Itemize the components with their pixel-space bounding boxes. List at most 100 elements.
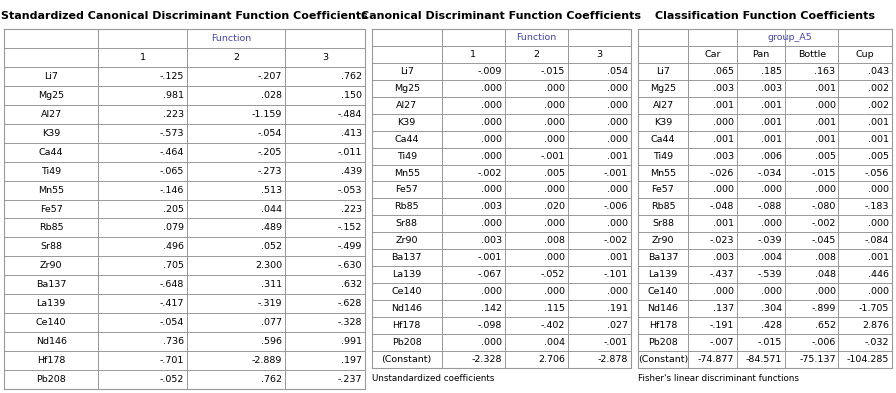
Text: -.630: -.630 (338, 261, 362, 270)
Text: -2.328: -2.328 (471, 355, 502, 364)
Text: Nd146: Nd146 (36, 337, 66, 346)
Text: -104.285: -104.285 (847, 355, 889, 364)
Text: .008: .008 (814, 253, 836, 262)
Text: Fe57: Fe57 (395, 185, 418, 195)
Text: .000: .000 (868, 185, 889, 195)
Text: .000: .000 (544, 101, 565, 110)
Text: .001: .001 (713, 135, 734, 143)
Text: -.054: -.054 (258, 129, 282, 138)
Text: -.009: -.009 (478, 67, 502, 76)
Text: .001: .001 (868, 135, 889, 143)
Text: -.034: -.034 (758, 169, 782, 178)
Text: Pb208: Pb208 (648, 338, 678, 347)
Text: .163: .163 (814, 67, 836, 76)
Text: .001: .001 (814, 118, 836, 127)
Text: -1.159: -1.159 (252, 110, 282, 119)
Text: .000: .000 (713, 185, 734, 195)
Text: Zr90: Zr90 (40, 261, 63, 270)
Text: .413: .413 (340, 129, 362, 138)
Text: .137: .137 (713, 304, 734, 313)
Text: Pb208: Pb208 (392, 338, 422, 347)
Text: Sr88: Sr88 (396, 219, 418, 228)
Text: .000: .000 (607, 135, 628, 143)
Text: .000: .000 (481, 84, 502, 93)
Text: .439: .439 (340, 167, 362, 176)
Text: K39: K39 (654, 118, 672, 127)
Text: .000: .000 (762, 185, 782, 195)
Text: .000: .000 (544, 185, 565, 195)
Text: .003: .003 (481, 236, 502, 245)
Text: -.015: -.015 (758, 338, 782, 347)
Text: .004: .004 (544, 338, 565, 347)
Text: .736: .736 (163, 337, 185, 346)
Text: 1: 1 (470, 50, 477, 59)
Text: -.701: -.701 (159, 356, 185, 365)
Text: .000: .000 (607, 219, 628, 228)
Text: 2.876: 2.876 (862, 321, 889, 330)
Text: .000: .000 (868, 219, 889, 228)
Text: Ca44: Ca44 (650, 135, 676, 143)
Text: -.125: -.125 (159, 72, 185, 81)
Text: -75.137: -75.137 (799, 355, 836, 364)
Text: .001: .001 (814, 135, 836, 143)
Text: 2.300: 2.300 (255, 261, 282, 270)
Text: .000: .000 (481, 287, 502, 296)
Text: 2: 2 (533, 50, 539, 59)
Text: Ti49: Ti49 (41, 167, 61, 176)
Text: .496: .496 (163, 242, 185, 252)
Text: .000: .000 (481, 185, 502, 195)
Text: La139: La139 (37, 299, 66, 308)
Text: Nd146: Nd146 (648, 304, 678, 313)
Text: -.183: -.183 (865, 202, 889, 211)
Text: -74.877: -74.877 (698, 355, 734, 364)
Text: .065: .065 (713, 67, 734, 76)
Text: -.026: -.026 (710, 169, 734, 178)
Text: .428: .428 (762, 321, 782, 330)
Text: -.628: -.628 (338, 299, 362, 308)
Text: Li7: Li7 (44, 72, 58, 81)
Text: .142: .142 (481, 304, 502, 313)
Text: -.273: -.273 (258, 167, 282, 176)
Text: Ca44: Ca44 (39, 148, 64, 157)
Text: -.539: -.539 (758, 270, 782, 279)
Text: Mg25: Mg25 (39, 91, 65, 100)
Text: Hf178: Hf178 (649, 321, 677, 330)
Text: -.001: -.001 (604, 169, 628, 178)
Text: .079: .079 (163, 224, 185, 233)
Text: .762: .762 (262, 375, 282, 384)
Text: .304: .304 (762, 304, 782, 313)
Text: -.011: -.011 (338, 148, 362, 157)
Text: .003: .003 (762, 84, 782, 93)
Text: Li7: Li7 (400, 67, 414, 76)
Text: .000: .000 (544, 253, 565, 262)
Text: Ba137: Ba137 (36, 280, 66, 289)
Text: -.065: -.065 (159, 167, 185, 176)
Text: -.056: -.056 (865, 169, 889, 178)
Text: .001: .001 (713, 219, 734, 228)
Text: -.648: -.648 (159, 280, 185, 289)
Text: -.015: -.015 (811, 169, 836, 178)
Text: Ce140: Ce140 (36, 318, 66, 327)
Text: .000: .000 (481, 101, 502, 110)
Text: Mn55: Mn55 (393, 169, 420, 178)
Text: -.015: -.015 (540, 67, 565, 76)
Text: -.039: -.039 (758, 236, 782, 245)
Text: .001: .001 (762, 101, 782, 110)
Text: -.205: -.205 (258, 148, 282, 157)
Text: -.101: -.101 (604, 270, 628, 279)
Text: Classification Function Coefficients: Classification Function Coefficients (655, 11, 874, 22)
Text: .001: .001 (607, 152, 628, 161)
Text: .000: .000 (607, 101, 628, 110)
Text: .197: .197 (340, 356, 362, 365)
Text: .002: .002 (868, 101, 889, 110)
Text: Ce140: Ce140 (648, 287, 678, 296)
Text: Fisher's linear discriminant functions: Fisher's linear discriminant functions (638, 374, 799, 383)
Text: .001: .001 (814, 84, 836, 93)
Text: Li7: Li7 (656, 67, 670, 76)
Text: group_A5: group_A5 (768, 33, 812, 42)
Text: Car: Car (704, 50, 720, 59)
Text: Zr90: Zr90 (395, 236, 418, 245)
Text: .008: .008 (544, 236, 565, 245)
Text: -.006: -.006 (604, 202, 628, 211)
Text: .077: .077 (262, 318, 282, 327)
